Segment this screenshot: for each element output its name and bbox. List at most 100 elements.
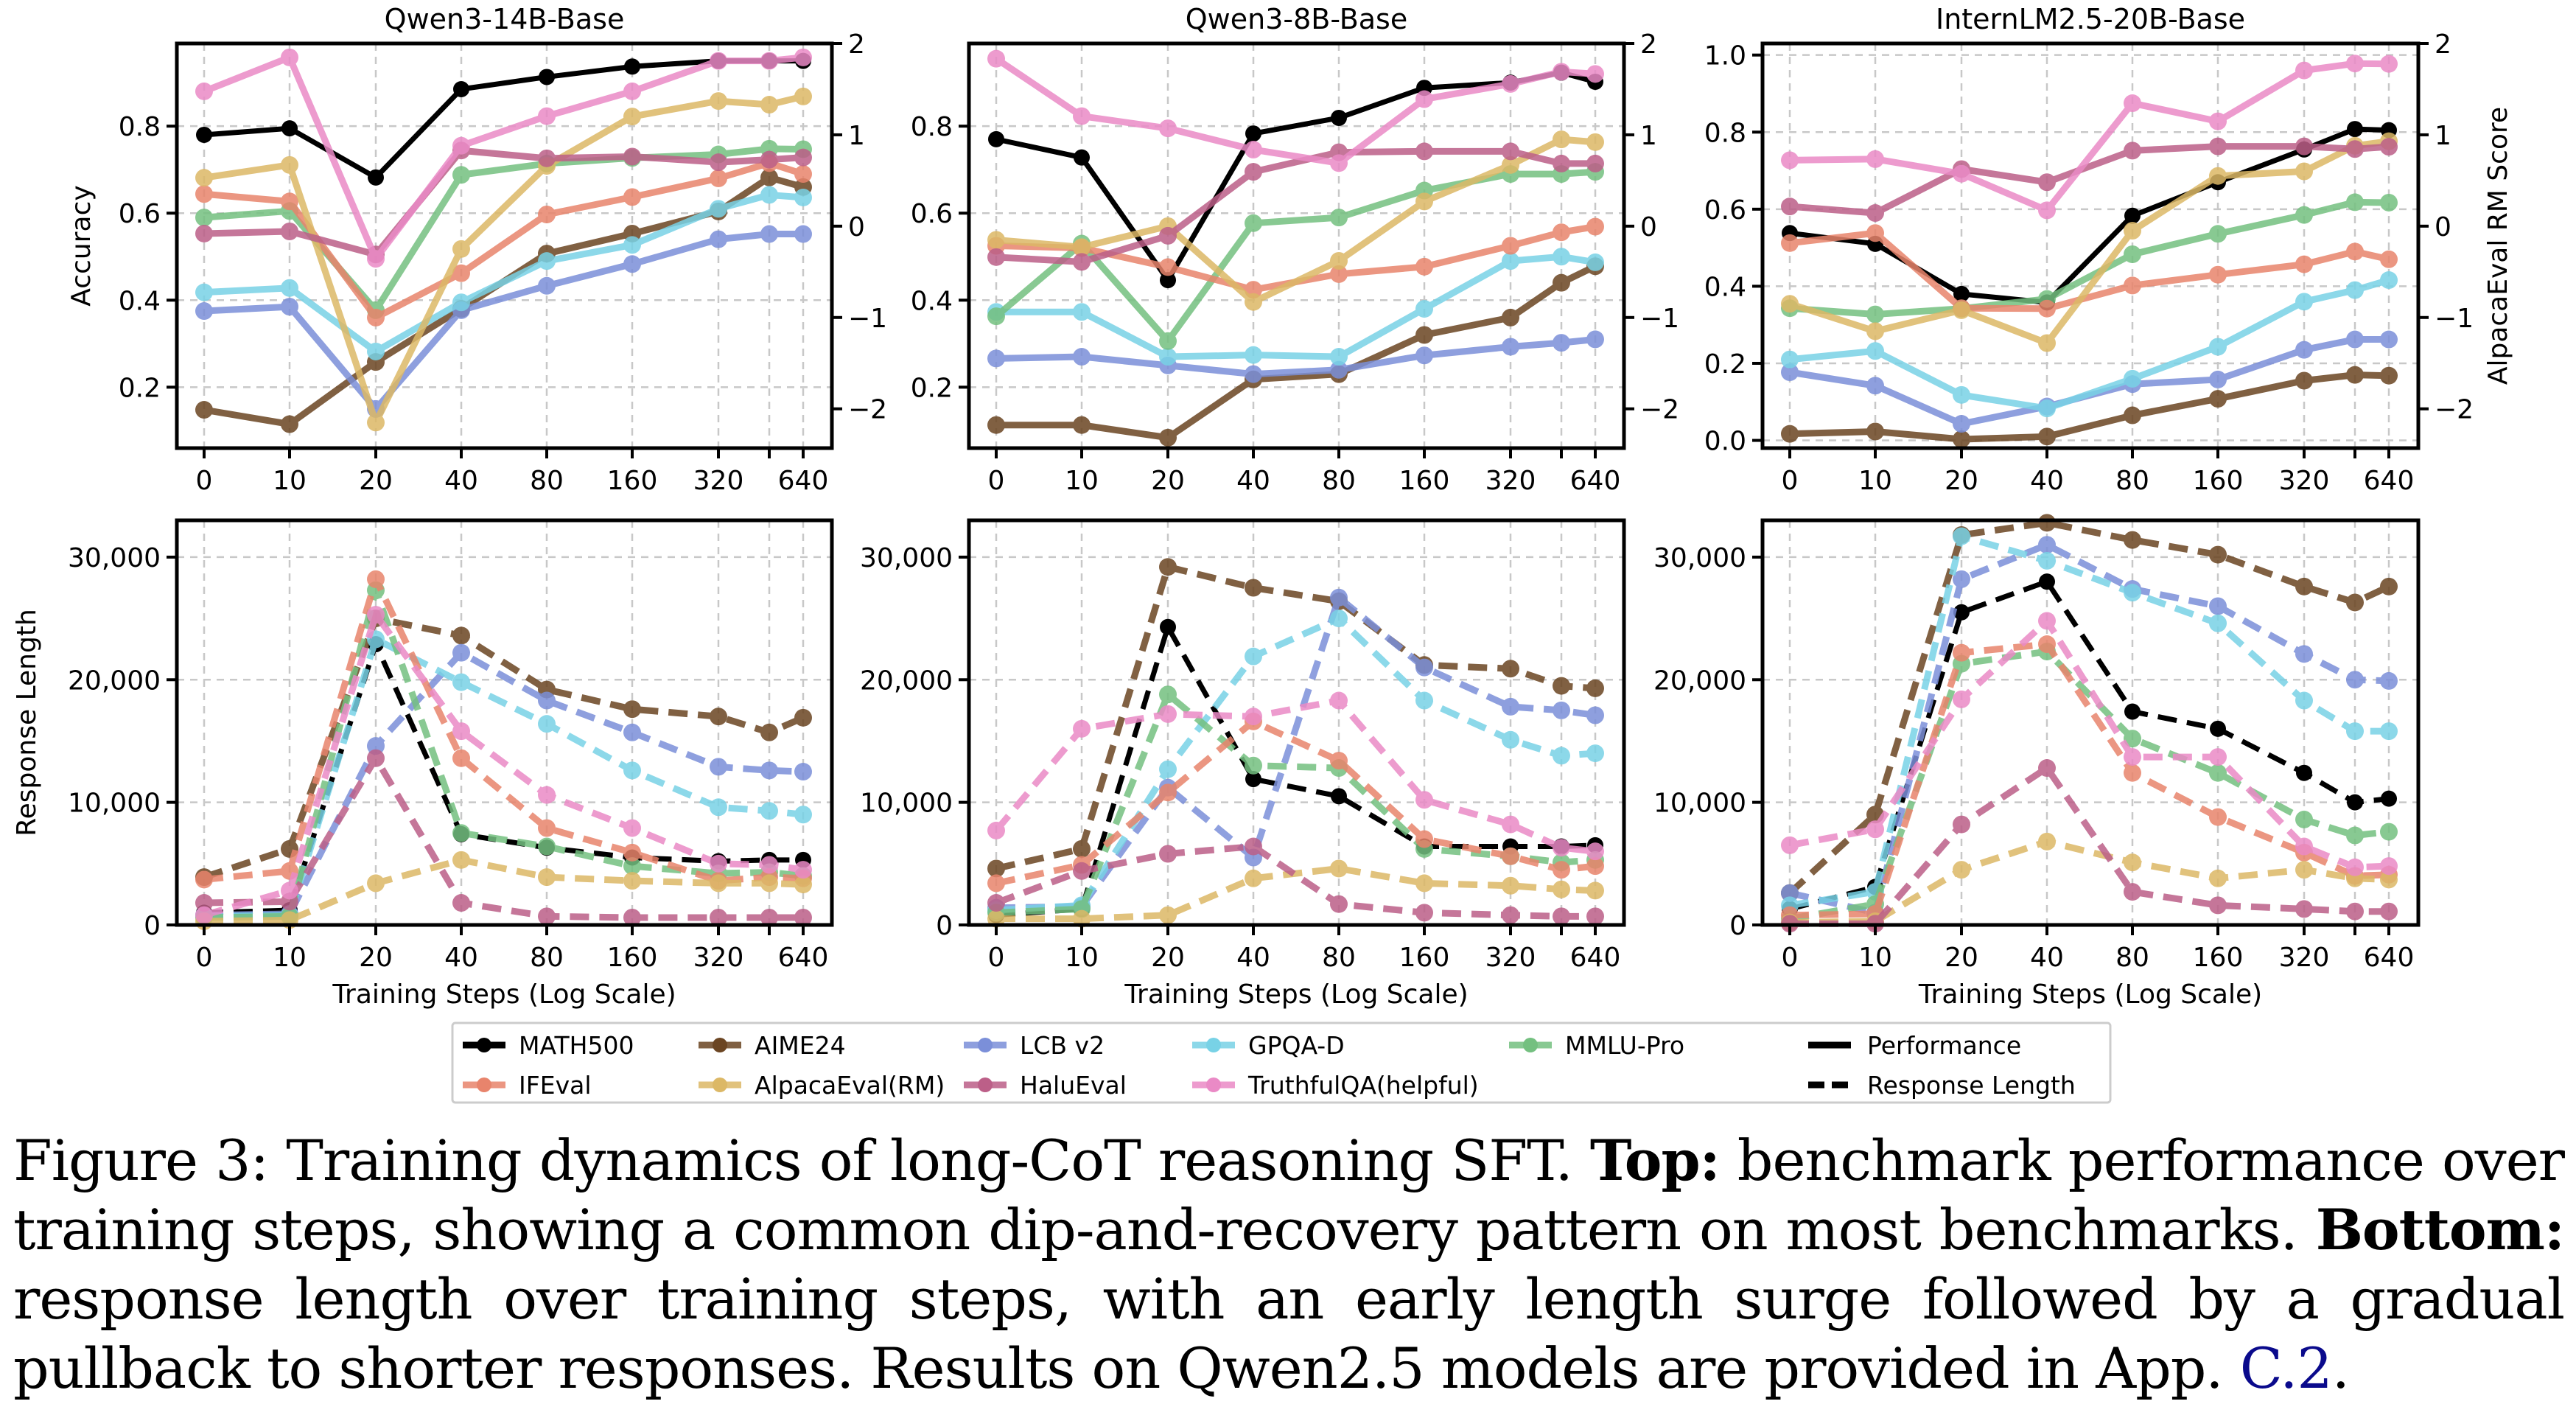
data-point (1586, 217, 1604, 236)
data-point (2209, 137, 2227, 156)
data-point (1330, 251, 1348, 270)
data-point (2381, 790, 2397, 807)
data-point (1330, 610, 1348, 628)
data-point (2380, 870, 2398, 889)
data-point (2295, 900, 2313, 918)
data-point (2124, 748, 2141, 766)
x-tick-label: 80 (1322, 943, 1356, 973)
data-point (1553, 154, 1570, 172)
legend-label: AIME24 (755, 1031, 846, 1060)
data-point (1502, 660, 1519, 678)
legend-style-dashed: Response Length (1808, 1071, 2076, 1100)
y2-tick-label: 0 (1640, 212, 1657, 242)
data-point (710, 758, 727, 776)
y2-tick-label: 0 (2435, 212, 2451, 242)
data-point (1586, 744, 1604, 763)
figure-3: 0 10 20 40 80 160 320 6400.20.40.60.8−2−1012Qwe… (12, 3, 2513, 1104)
data-point (195, 185, 213, 203)
y-tick-label: 10,000 (860, 789, 953, 819)
data-point (1553, 907, 1570, 926)
x-tick-label: 320 (1485, 466, 1536, 496)
data-point (1330, 588, 1348, 607)
data-point (1245, 365, 1262, 383)
data-point (1245, 163, 1262, 181)
data-point (2209, 808, 2227, 826)
series-truthfulqa-helpful- (1781, 612, 2398, 876)
data-point (1159, 558, 1177, 576)
axes-frame (967, 41, 1626, 450)
data-point (1502, 847, 1519, 865)
data-point (794, 909, 812, 927)
data-point (195, 169, 213, 187)
data-point (1866, 377, 1884, 395)
data-point (1073, 348, 1091, 366)
data-point (710, 854, 727, 873)
data-point (1330, 348, 1348, 366)
legend-item-math500: MATH500 (463, 1031, 634, 1060)
data-point (2209, 225, 2227, 243)
series-halueval (195, 749, 812, 927)
x-tick-label: 640 (2364, 466, 2415, 496)
data-point (1245, 125, 1261, 142)
data-point (2346, 140, 2364, 158)
data-point (2380, 902, 2398, 921)
y-tick-label: 0 (1729, 911, 1746, 941)
y-tick-label: 0.2 (911, 373, 953, 403)
data-point (1953, 527, 1970, 545)
data-point (195, 209, 213, 227)
legend-box (451, 1021, 2112, 1104)
data-point (710, 909, 727, 927)
data-point (1781, 234, 1799, 252)
legend-item-alpacaeval-rm-: AlpacaEval(RM) (699, 1071, 945, 1100)
legend-item-truthfulqa-helpful-: TruthfulQA(helpful) (1192, 1071, 1479, 1100)
data-point (1502, 338, 1519, 356)
series-halueval (1781, 137, 2398, 223)
x-axis-label: Training Steps (Log Scale) (1124, 979, 1468, 1010)
series-line (203, 576, 804, 884)
data-point (1245, 869, 1262, 887)
data-point (452, 673, 470, 691)
x-tick-label: 640 (1570, 466, 1621, 496)
legend-marker (1206, 1038, 1221, 1052)
data-point (2347, 794, 2363, 811)
legend-marker (713, 1038, 727, 1052)
y-tick-label: 0 (936, 911, 953, 941)
caption-top-text: benchmark performance over training step… (13, 1128, 2565, 1262)
data-point (538, 837, 556, 856)
data-point (2209, 748, 2227, 766)
data-point (195, 894, 213, 912)
data-point (195, 870, 213, 889)
data-point (1953, 570, 1970, 588)
data-point (1553, 839, 1570, 857)
x-tick-label: 160 (2193, 943, 2244, 973)
x-tick-label: 0 (988, 466, 1005, 496)
data-point (452, 240, 470, 258)
data-point (1553, 248, 1570, 266)
data-point (623, 236, 641, 254)
data-point (1781, 151, 1799, 170)
data-point (1553, 334, 1570, 352)
appendix-link[interactable]: C.2 (2239, 1335, 2333, 1401)
data-point (1586, 706, 1604, 724)
x-tick-label: 320 (2279, 466, 2330, 496)
data-point (710, 798, 727, 817)
data-point (710, 230, 727, 248)
x-tick-label: 10 (1065, 466, 1099, 496)
x-tick-label: 0 (988, 943, 1005, 973)
data-point (2380, 366, 2398, 385)
data-point (1586, 907, 1604, 926)
data-point (1415, 904, 1433, 922)
data-point (281, 48, 298, 66)
data-point (2295, 162, 2313, 181)
panel-title: InternLM2.5-20B-Base (1936, 3, 2245, 35)
x-tick-label: 640 (778, 466, 829, 496)
data-point (1245, 837, 1262, 856)
data-point (1586, 881, 1604, 900)
legend-marker (1523, 1038, 1538, 1052)
series-lcb-v2 (195, 225, 812, 418)
y-tick-label: 0.4 (119, 286, 161, 316)
data-point (2038, 201, 2056, 220)
data-point (1331, 788, 1347, 805)
data-point (1159, 906, 1177, 924)
x-tick-label: 40 (2030, 943, 2064, 973)
